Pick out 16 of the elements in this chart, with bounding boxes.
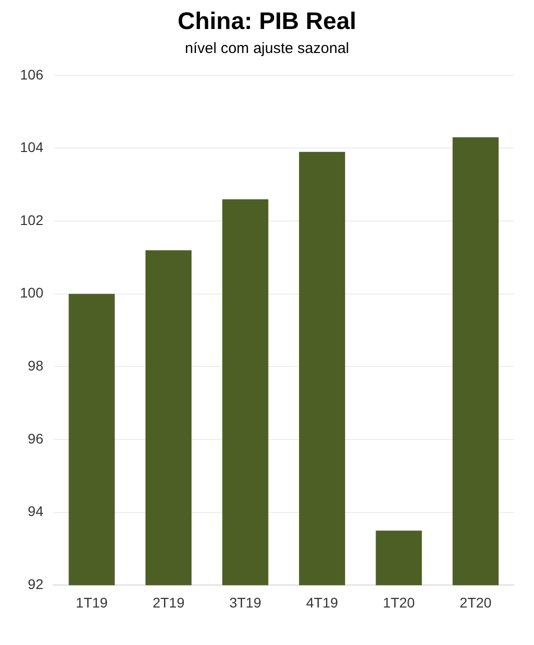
y-tick-label: 102: [20, 212, 44, 228]
x-tick-label: 2T19: [152, 594, 185, 610]
y-tick-label: 96: [28, 430, 44, 446]
x-tick-label: 4T19: [306, 594, 338, 610]
x-tick-label: 1T20: [382, 594, 416, 610]
y-tick-label: 92: [28, 576, 44, 592]
y-tick-label: 98: [28, 358, 44, 374]
y-tick-label: 94: [28, 503, 44, 520]
y-tick-label: 100: [20, 284, 44, 301]
chart-subtitle: nível com ajuste sazonal: [184, 40, 350, 57]
x-tick-label: 3T19: [229, 594, 262, 610]
y-tick-label: 104: [20, 139, 44, 156]
chart-title: China: PIB Real: [176, 8, 358, 36]
x-tick-label: 1T19: [76, 594, 108, 610]
y-tick-label: 106: [20, 66, 44, 82]
x-tick-label: 2T20: [460, 594, 492, 610]
